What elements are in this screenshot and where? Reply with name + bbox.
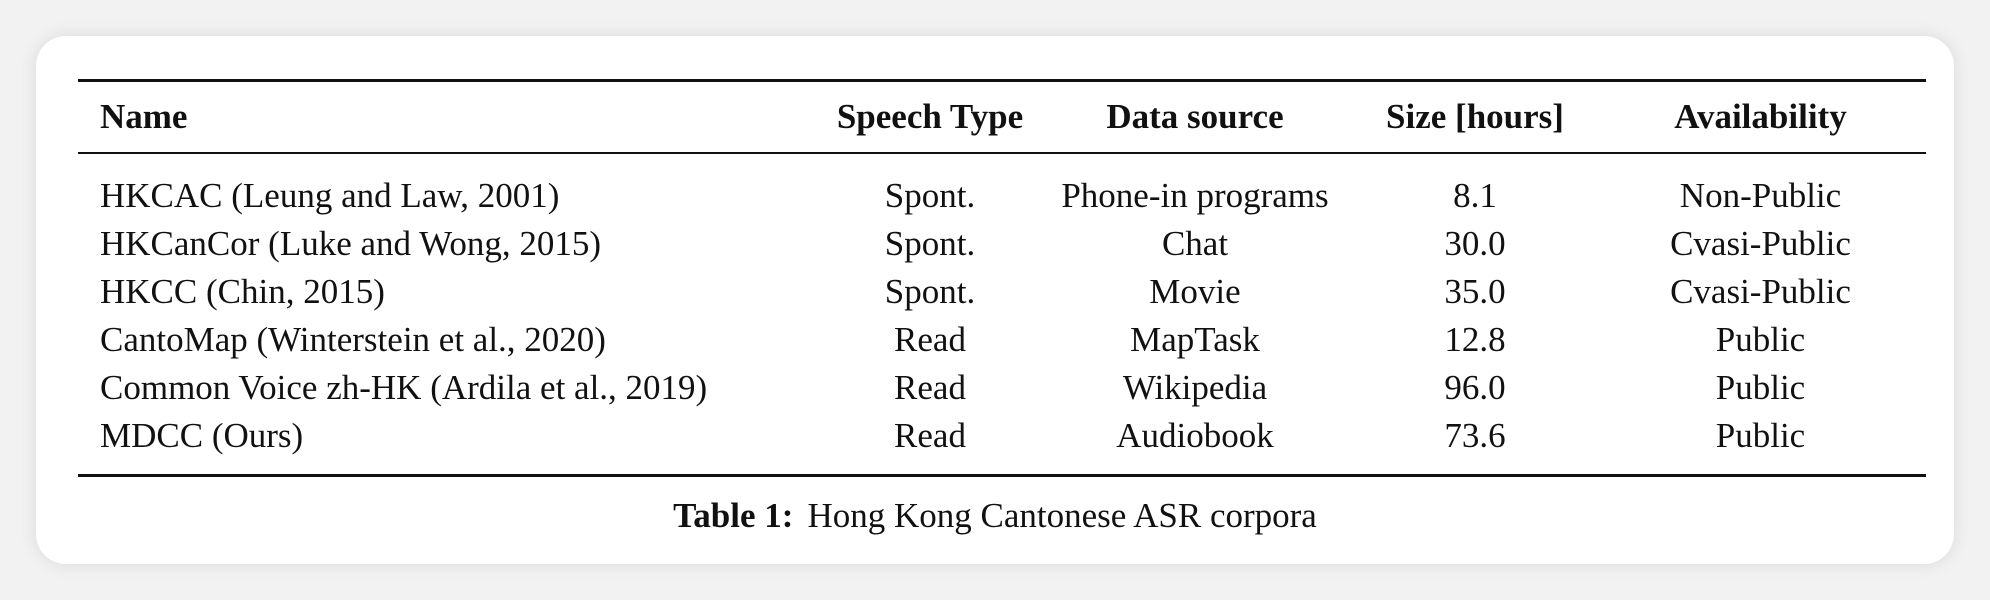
header-row: Name Speech Type Data source Size [hours…	[78, 80, 1926, 153]
table-header: Name Speech Type Data source Size [hours…	[78, 80, 1926, 153]
caption-text: Hong Kong Cantonese ASR corpora	[807, 496, 1317, 535]
cell-speech-type: Spont.	[884, 176, 976, 215]
cell-name: MDCC (Ours)	[100, 416, 304, 455]
table-row: HKCanCor (Luke and Wong, 2015) Spont. Ch…	[78, 220, 1926, 268]
cell-availability: Non-Public	[1679, 176, 1842, 215]
cell-size: 12.8	[1444, 320, 1506, 359]
caption-label: Table 1:	[673, 496, 794, 535]
cell-availability: Public	[1715, 416, 1806, 455]
table-body: HKCAC (Leung and Law, 2001) Spont. Phone…	[78, 153, 1926, 476]
cell-name: CantoMap (Winterstein et al., 2020)	[100, 320, 606, 359]
cell-data-source: MapTask	[1130, 320, 1260, 359]
table-row: MDCC (Ours) Read Audiobook 73.6 Public	[78, 412, 1926, 476]
cell-speech-type: Read	[894, 368, 966, 407]
header-size: Size [hours]	[1386, 97, 1564, 136]
cell-name: Common Voice zh-HK (Ardila et al., 2019)	[100, 368, 708, 407]
cell-availability: Public	[1715, 320, 1806, 359]
cell-size: 35.0	[1444, 272, 1506, 311]
cell-speech-type: Read	[894, 320, 966, 359]
cell-size: 8.1	[1453, 176, 1497, 215]
content-card: Name Speech Type Data source Size [hours…	[36, 36, 1954, 564]
cell-speech-type: Read	[894, 416, 966, 455]
cell-name: HKCC (Chin, 2015)	[100, 272, 385, 311]
cell-size: 96.0	[1444, 368, 1506, 407]
table-row: CantoMap (Winterstein et al., 2020) Read…	[78, 316, 1926, 364]
cell-data-source: Audiobook	[1116, 416, 1274, 455]
cell-speech-type: Spont.	[884, 272, 976, 311]
corpora-table: Name Speech Type Data source Size [hours…	[78, 79, 1926, 477]
table-row: Common Voice zh-HK (Ardila et al., 2019)…	[78, 364, 1926, 412]
header-name: Name	[100, 97, 188, 136]
cell-size: 30.0	[1444, 224, 1506, 263]
table-container: Name Speech Type Data source Size [hours…	[78, 79, 1926, 477]
header-availability: Availability	[1674, 97, 1847, 136]
cell-data-source: Movie	[1149, 272, 1241, 311]
cell-name: HKCAC (Leung and Law, 2001)	[100, 176, 560, 215]
cell-availability: Public	[1715, 368, 1806, 407]
header-speech-type: Speech Type	[836, 97, 1024, 136]
cell-availability: Cvasi-Public	[1670, 272, 1851, 311]
cell-data-source: Phone-in programs	[1061, 176, 1329, 215]
cell-speech-type: Spont.	[884, 224, 976, 263]
cell-name: HKCanCor (Luke and Wong, 2015)	[100, 224, 602, 263]
table-row: HKCC (Chin, 2015) Spont. Movie 35.0 Cvas…	[78, 268, 1926, 316]
cell-size: 73.6	[1444, 416, 1506, 455]
table-row: HKCAC (Leung and Law, 2001) Spont. Phone…	[78, 153, 1926, 220]
header-data-source: Data source	[1106, 97, 1284, 136]
cell-data-source: Chat	[1161, 224, 1229, 263]
cell-availability: Cvasi-Public	[1670, 224, 1851, 263]
table-caption: Table 1: Hong Kong Cantonese ASR corpora	[36, 496, 1954, 536]
cell-data-source: Wikipedia	[1122, 368, 1268, 407]
